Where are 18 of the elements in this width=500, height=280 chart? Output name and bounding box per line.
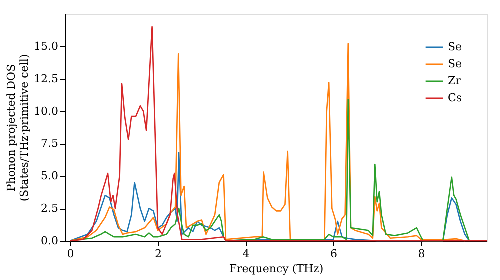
legend-label: Zr: [448, 74, 462, 88]
x-tick-label: 0: [67, 248, 74, 260]
legend-label: Se: [448, 58, 462, 70]
legend-label: Cs: [448, 92, 462, 104]
x-tick-label: 8: [418, 248, 426, 260]
y-tick-label: 10.0: [34, 104, 58, 118]
x-tick-label: 4: [242, 248, 250, 260]
y-tick-label: 5.0: [41, 170, 58, 183]
y-tick-label: 15.0: [34, 40, 58, 53]
y-tick-label: 0.0: [41, 234, 58, 248]
y-tick-label: 12.5: [34, 72, 58, 86]
y-axis-title: Phonon projected DOS (States/THz·primitive cell): [5, 54, 32, 202]
y-tick-label: 7.5: [41, 137, 58, 150]
x-tick-label: 2: [155, 248, 162, 260]
y-tick-label: 2.5: [41, 202, 58, 216]
x-axis-title: Frequency (THz): [229, 262, 324, 276]
legend-label: Se: [448, 40, 462, 54]
x-tick-label: 6: [330, 248, 338, 260]
